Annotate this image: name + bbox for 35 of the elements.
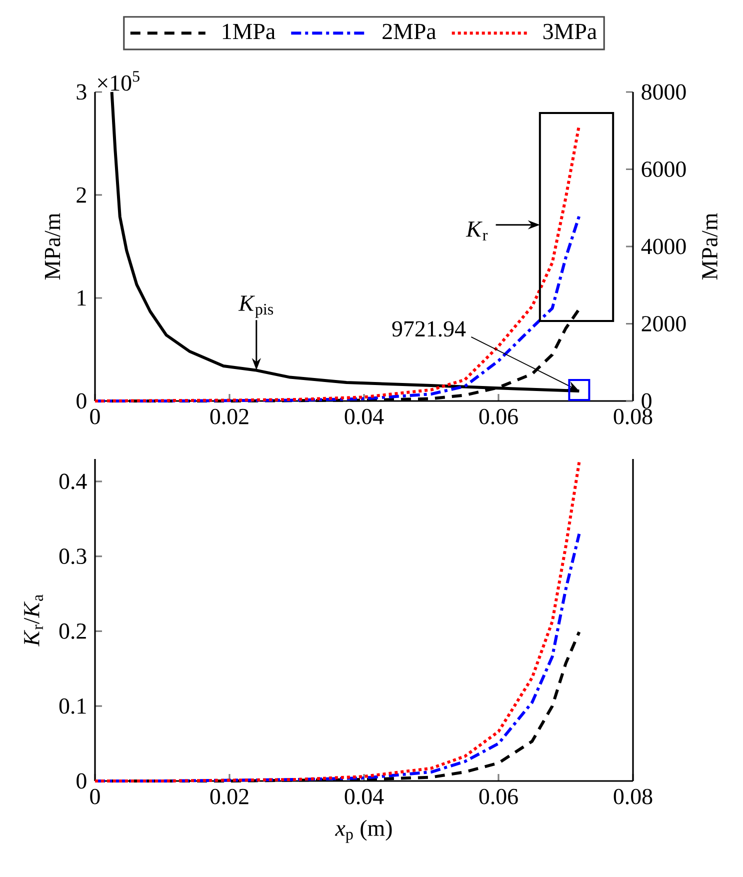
x-tick-label: 0 (90, 788, 100, 804)
y-tick-label: 3 (76, 84, 86, 100)
legend-label: 1MPa (222, 24, 276, 40)
y-tick-label: 1 (78, 290, 86, 306)
x-tick-label: 0.04 (344, 788, 384, 804)
annotation: K$_{pis}$ (238, 296, 274, 318)
x-tick-label: 0.08 (614, 408, 652, 424)
y2-tick-label: 4000 (641, 238, 686, 254)
y2-tick-label: 0 (642, 393, 652, 409)
annotation: 9721.94 (392, 321, 466, 337)
y-tick-label: 0.3 (59, 548, 86, 564)
x-axis-title: x$_{p}$ (m) (334, 820, 392, 843)
x-tick-label: 0.02 (210, 408, 248, 424)
x-tick-label: 0 (90, 408, 100, 424)
x-tick-label: 0.06 (479, 408, 518, 424)
y-tick-label: 0 (76, 773, 86, 789)
y-axis-title: K$_{r}$/K$_{a}$ (24, 594, 44, 646)
x-tick-label: 0.06 (479, 788, 518, 804)
x-tick-label: 0.08 (614, 788, 652, 804)
y-tick-label: 2 (76, 187, 86, 203)
text: ×10$^{5}$ (98, 71, 140, 91)
y-axis-title: MPa/m (44, 213, 60, 280)
x-tick-label: 0.04 (344, 408, 384, 424)
legend-label: 3MPa (543, 24, 597, 40)
y2-tick-label: 8000 (642, 84, 686, 100)
legend-label: 2MPa (382, 24, 436, 40)
y2-tick-label: 2000 (642, 316, 686, 332)
y2-tick-label: 6000 (642, 161, 686, 177)
x-tick-label: 0.02 (210, 788, 248, 804)
y-tick-label: 0.4 (59, 474, 87, 490)
y-tick-label: 0.1 (59, 698, 86, 714)
y-tick-label: 0.2 (59, 623, 86, 640)
annotation: K$_{r}$ (466, 222, 488, 240)
y-tick-label: 0 (76, 393, 86, 409)
y2-axis-title: MPa/m (702, 213, 718, 280)
